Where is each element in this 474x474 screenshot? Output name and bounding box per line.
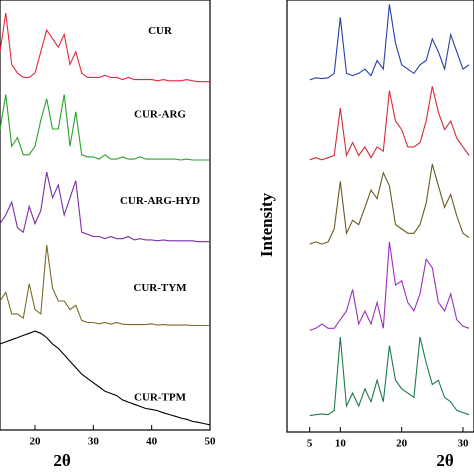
x-tick-label: 50	[205, 436, 217, 448]
line-series	[309, 86, 470, 161]
line-series	[309, 336, 470, 417]
line-series	[309, 164, 470, 245]
line-series	[0, 12, 210, 83]
series-label: CUR-ARG-HYD	[120, 195, 200, 207]
x-tick-label: 10	[335, 438, 347, 450]
x-tick-label: 30	[88, 436, 100, 448]
plot-frame	[0, 0, 211, 431]
line-series	[0, 171, 210, 243]
line-series	[309, 4, 470, 81]
x-tick-label: 30	[457, 438, 469, 450]
line-series	[0, 245, 210, 327]
series-label: CUR	[148, 25, 173, 37]
x-axis-title: 2θ	[436, 451, 454, 470]
series-label: CUR-TYM	[133, 282, 187, 294]
line-series	[0, 330, 211, 426]
x-tick-label: 20	[30, 436, 42, 448]
series-label: CUR-TPM	[134, 391, 187, 403]
x-tick-label: 40	[146, 436, 158, 448]
x-tick-label: 20	[396, 438, 408, 450]
line-series	[309, 241, 470, 332]
series-label: CUR-ARG	[134, 108, 186, 120]
line-series	[0, 94, 210, 161]
plot-frame	[286, 0, 474, 433]
x-tick-label: 5	[307, 438, 313, 450]
x-axis-title: 2θ	[53, 451, 71, 470]
y-axis-title: Intensity	[257, 192, 276, 257]
